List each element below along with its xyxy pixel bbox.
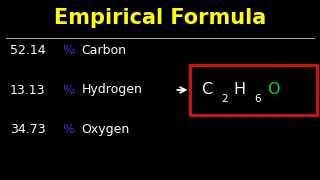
Text: %: % [62,44,75,57]
Text: Hydrogen: Hydrogen [82,84,142,96]
Text: 2: 2 [221,94,228,104]
Text: H: H [234,82,246,98]
Text: C: C [202,82,213,98]
Text: %: % [62,123,75,136]
Text: Oxygen: Oxygen [82,123,130,136]
Text: Empirical Formula: Empirical Formula [54,8,266,28]
Text: 6: 6 [254,94,261,104]
Text: %: % [62,84,75,96]
Text: 34.73: 34.73 [10,123,45,136]
Text: Carbon: Carbon [82,44,127,57]
FancyBboxPatch shape [190,65,317,115]
Text: 13.13: 13.13 [10,84,45,96]
Text: O: O [267,82,280,98]
Text: 52.14: 52.14 [10,44,45,57]
